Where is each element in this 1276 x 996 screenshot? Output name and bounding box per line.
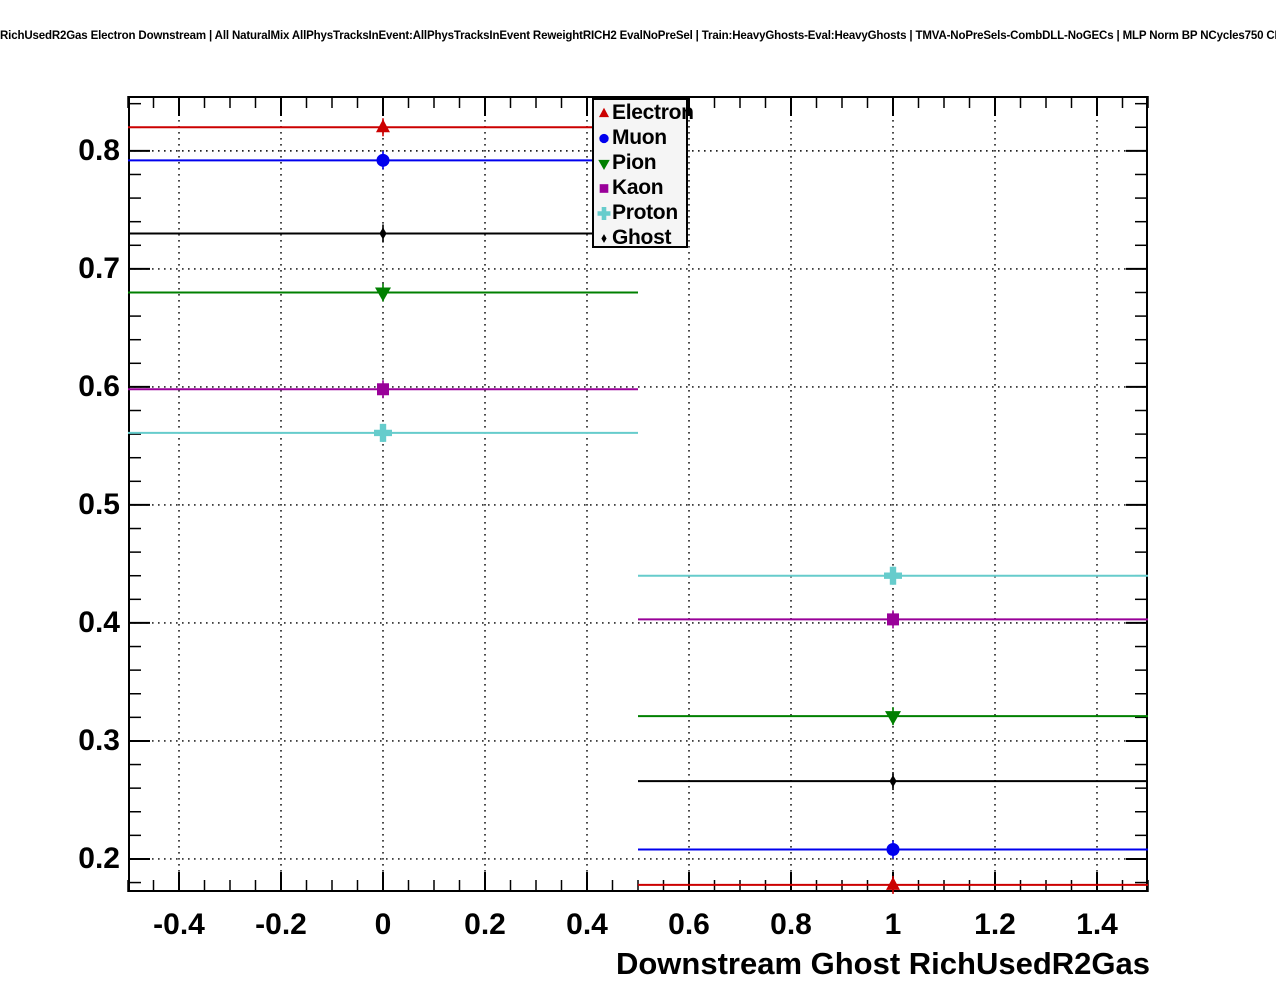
data-point-marker-triangle-up: [598, 107, 610, 118]
legend-label: Pion: [612, 151, 657, 174]
legend-label: Kaon: [612, 176, 664, 199]
circle-marker: [599, 133, 609, 144]
data-point-marker-circle: [376, 153, 390, 167]
triangle-down-marker: [375, 287, 391, 302]
square-marker: [887, 613, 899, 626]
series-pion: [128, 283, 1148, 726]
square-icon: [596, 175, 612, 200]
y-axis-tick-label: 0.8: [78, 133, 120, 167]
cross-icon: [596, 200, 612, 225]
triangle-up-marker: [376, 119, 390, 133]
triangle-down-marker: [885, 711, 901, 726]
chart-legend: Electron Muon Pion Kaon Proton Ghost: [592, 98, 694, 250]
series-electron: [128, 118, 1148, 894]
x-axis-tick-label: 1: [884, 908, 902, 941]
data-point-marker-square: [887, 613, 899, 626]
cross-marker: [597, 207, 611, 220]
legend-entry-proton[interactable]: Proton: [594, 200, 686, 225]
triangle-up-icon: [596, 100, 612, 125]
series-proton: [128, 423, 1148, 585]
diamond-marker: [889, 775, 897, 788]
x-axis-tick-label: -0.4: [153, 908, 205, 941]
x-axis-tick-label: 0.2: [464, 908, 506, 941]
circle-icon: [596, 125, 612, 150]
x-axis-tick-label: 1.4: [1076, 908, 1118, 941]
data-point-marker-triangle-down: [598, 159, 610, 170]
diamond-marker: [379, 227, 387, 240]
triangle-up-marker: [886, 876, 900, 890]
y-axis-tick-label: 0.3: [78, 723, 120, 757]
page-title: RichUsedR2Gas Electron Downstream | All …: [0, 30, 1276, 42]
data-point-marker-cross: [597, 207, 611, 220]
data-point-marker-cross: [374, 423, 392, 442]
y-axis-tick-label: 0.7: [78, 251, 120, 285]
x-axis-tick-label: 0.8: [770, 908, 812, 941]
data-point-marker-small-diamond: [379, 227, 387, 240]
x-axis-tick-label: 0.4: [566, 908, 608, 941]
data-point-marker-square: [599, 184, 609, 193]
diamond-marker: [601, 234, 607, 243]
y-axis-tick-label: 0.4: [78, 605, 120, 639]
legend-entry-pion[interactable]: Pion: [594, 150, 686, 175]
data-point-marker-triangle-up: [886, 876, 900, 890]
y-axis-tick-label: 0.6: [78, 369, 120, 403]
data-point-marker-circle: [599, 133, 609, 144]
plot-frame-area: [127, 96, 1149, 894]
square-marker: [377, 383, 389, 396]
x-axis-tick-label: 0.6: [668, 908, 710, 941]
legend-label: Electron: [612, 101, 694, 124]
circle-marker: [376, 153, 390, 167]
y-axis-tick-label: 0.5: [78, 487, 120, 521]
legend-entry-ghost[interactable]: Ghost: [594, 225, 686, 250]
legend-entry-muon[interactable]: Muon: [594, 125, 686, 150]
x-axis-tick-label: 1.2: [974, 908, 1016, 941]
triangle-down-icon: [596, 150, 612, 175]
data-point-marker-triangle-down: [375, 287, 391, 302]
legend-label: Muon: [612, 126, 667, 149]
triangle-up-marker: [598, 107, 610, 118]
legend-label: Ghost: [612, 226, 672, 249]
cross-marker: [374, 423, 392, 442]
data-point-marker-small-diamond: [889, 775, 897, 788]
data-point-marker-triangle-down: [885, 711, 901, 726]
data-point-marker-small-diamond: [601, 234, 607, 243]
x-axis-title: Downstream Ghost RichUsedR2Gas: [615, 946, 1150, 981]
circle-marker: [886, 843, 900, 857]
legend-entry-kaon[interactable]: Kaon: [594, 175, 686, 200]
square-marker: [599, 184, 609, 193]
cross-marker: [884, 566, 902, 585]
data-point-marker-cross: [884, 566, 902, 585]
triangle-down-marker: [598, 159, 610, 170]
data-point-marker-circle: [886, 843, 900, 857]
y-axis-tick-label: 0.2: [78, 841, 120, 875]
data-point-marker-triangle-up: [376, 119, 390, 133]
plot-graphics: [127, 96, 1149, 894]
series-ghost: [128, 224, 1148, 791]
legend-entry-electron[interactable]: Electron: [594, 100, 694, 125]
series-kaon: [128, 380, 1148, 629]
x-axis-tick-label: 0: [374, 908, 392, 941]
series-muon: [128, 151, 1148, 859]
data-point-marker-square: [377, 383, 389, 396]
legend-label: Proton: [612, 201, 678, 224]
small-diamond-icon: [596, 225, 612, 250]
x-axis-tick-label: -0.2: [255, 908, 307, 941]
